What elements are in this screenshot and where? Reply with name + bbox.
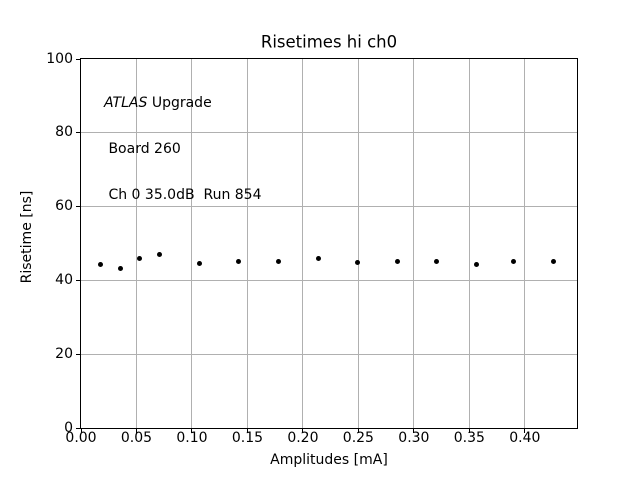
annotation-experiment-name: ATLAS <box>104 95 148 112</box>
x-tick-label: 0.40 <box>509 430 541 446</box>
data-point <box>118 266 124 272</box>
data-point <box>433 259 439 265</box>
x-tick-mark <box>468 429 470 433</box>
annotation-block: ATLAS Upgrade Board 260 Ch 0 35.0dB Run … <box>104 66 262 233</box>
y-tick-label: 0 <box>64 419 73 436</box>
y-tick-label: 40 <box>55 271 73 288</box>
x-tick-label: 0.20 <box>287 430 319 446</box>
x-tick-mark <box>524 429 526 433</box>
chart-title: Risetimes hi ch0 <box>260 32 398 52</box>
y-tick-mark <box>76 206 80 208</box>
data-point <box>473 261 479 267</box>
x-axis-label: Amplitudes [mA] <box>270 452 388 468</box>
grid-layer <box>81 59 577 428</box>
y-gridline <box>81 206 577 208</box>
data-point <box>197 260 203 266</box>
x-tick-mark <box>80 429 82 433</box>
annotation-line-2: Board 260 <box>104 141 181 158</box>
x-tick-label: 0.35 <box>453 430 485 446</box>
y-tick-label: 80 <box>55 124 73 141</box>
x-tick-label: 0.00 <box>65 430 97 446</box>
data-point <box>315 256 321 262</box>
y-gridline <box>81 353 577 355</box>
y-tick-mark <box>76 132 80 134</box>
x-tick-label: 0.25 <box>342 430 374 446</box>
y-tick-mark <box>76 353 80 355</box>
y-tick-label: 60 <box>55 198 73 215</box>
y-tick-mark <box>76 58 80 60</box>
data-point <box>236 258 242 264</box>
x-gridline <box>302 59 304 428</box>
x-tick-label: 0.15 <box>231 430 264 446</box>
x-tick-label: 0.10 <box>176 430 208 446</box>
annotation-line-1: ATLAS Upgrade <box>104 96 262 111</box>
data-point <box>551 259 557 265</box>
data-point <box>98 261 104 267</box>
x-tick-mark <box>246 429 248 433</box>
y-gridline <box>81 279 577 281</box>
data-point <box>354 259 360 265</box>
x-gridline <box>135 59 137 428</box>
x-gridline <box>524 59 526 428</box>
data-point <box>394 259 400 265</box>
data-point <box>157 252 163 258</box>
data-point <box>511 259 517 265</box>
x-gridline <box>191 59 193 428</box>
y-axis-label: Risetime [ns] <box>19 190 35 284</box>
x-tick-mark <box>357 429 359 433</box>
points-layer <box>81 59 577 428</box>
y-gridline <box>81 132 577 134</box>
x-gridline <box>468 59 470 428</box>
x-gridline <box>413 59 415 428</box>
y-tick-label: 20 <box>55 345 73 362</box>
x-tick-mark <box>135 429 137 433</box>
x-gridline <box>357 59 359 428</box>
data-point <box>276 259 281 265</box>
x-tick-mark <box>302 429 304 433</box>
y-tick-label: 100 <box>46 50 73 67</box>
y-tick-mark <box>76 427 80 429</box>
x-tick-mark <box>191 429 193 433</box>
plot-area: ATLAS Upgrade Board 260 Ch 0 35.0dB Run … <box>80 58 578 429</box>
x-tick-label: 0.05 <box>120 430 153 446</box>
x-gridline <box>246 59 248 428</box>
x-tick-label: 0.30 <box>398 430 430 446</box>
y-tick-mark <box>76 279 80 281</box>
annotation-upgrade-label: Upgrade <box>147 95 212 112</box>
data-point <box>137 256 143 262</box>
x-tick-mark <box>413 429 415 433</box>
annotation-line-3: Ch 0 35.0dB Run 854 <box>104 186 262 203</box>
